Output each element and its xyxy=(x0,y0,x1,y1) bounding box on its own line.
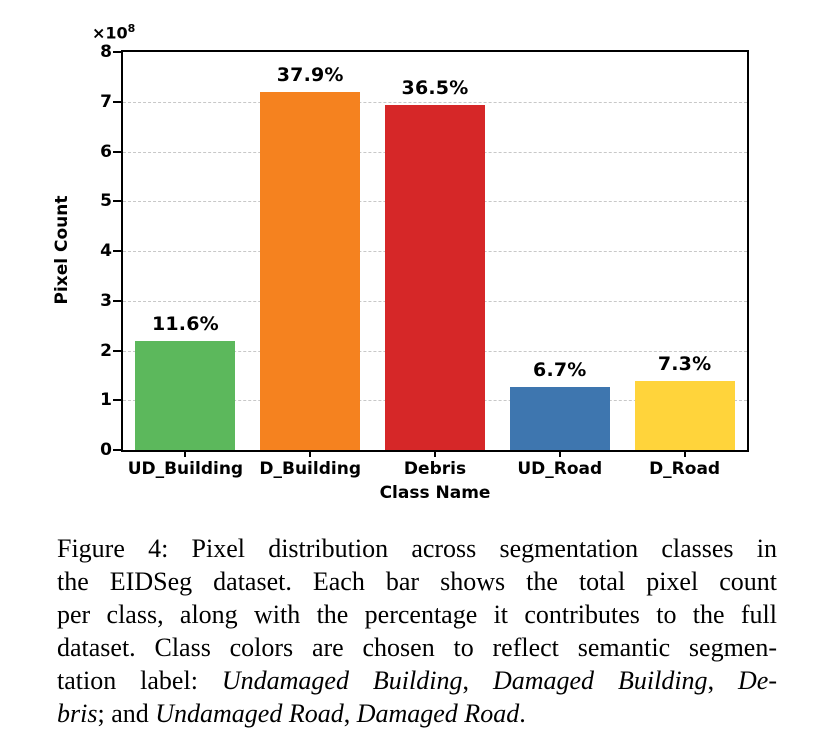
offset-base: ×10 xyxy=(92,23,128,43)
bar-value-label: 7.3% xyxy=(657,353,712,376)
bar-Debris xyxy=(385,105,485,450)
x-axis-tick-labels: UD_Building D_Building Debris UD_Road D_Road xyxy=(123,459,747,483)
x-tick-mark xyxy=(309,450,312,457)
caption-run: , xyxy=(462,666,493,695)
caption-run: per class, along with the percentage it … xyxy=(57,600,777,629)
caption-run: dataset. Class colors are chosen to refl… xyxy=(57,633,777,662)
x-tick-label: D_Building xyxy=(259,459,361,479)
caption-run: , xyxy=(343,699,357,728)
y-tick-mark xyxy=(113,51,121,53)
y-tick-mark xyxy=(113,150,121,153)
bar-D_Building xyxy=(260,91,361,450)
y-tick-label: 4 xyxy=(100,241,112,261)
y-tick-label: 1 xyxy=(100,390,112,411)
bar-UD_Road xyxy=(509,386,610,450)
caption-run: tation label: xyxy=(57,666,222,695)
y-tick-label: 2 xyxy=(100,340,112,361)
caption-italic-run: Damaged Road xyxy=(356,699,520,728)
caption-run: , xyxy=(707,666,739,695)
bar-UD_Building xyxy=(135,340,236,450)
x-tick-label: Debris xyxy=(403,459,467,479)
caption-italic-run: bris xyxy=(57,699,98,728)
bar-value-label: 37.9% xyxy=(276,63,344,86)
y-tick-mark xyxy=(113,250,121,252)
y-tick-mark xyxy=(113,449,121,451)
caption-line: Figure 4: Pixel distribution across segm… xyxy=(57,532,777,565)
x-tick-mark xyxy=(558,450,561,457)
y-tick-mark xyxy=(113,349,121,352)
caption-italic-run: Undamaged Road xyxy=(155,699,344,728)
caption-run: the EIDSeg dataset. Each bar shows the t… xyxy=(57,567,777,596)
y-tick-label: 7 xyxy=(100,91,112,112)
gridline xyxy=(123,101,747,103)
caption-line: bris; and Undamaged Road, Damaged Road. xyxy=(57,697,777,730)
figure-caption: Figure 4: Pixel distribution across segm… xyxy=(57,532,777,730)
x-tick-mark xyxy=(184,450,187,457)
x-tick-mark xyxy=(434,450,436,457)
x-axis-label: Class Name xyxy=(379,483,491,503)
y-axis-offset-text: ×108 xyxy=(92,22,135,42)
x-tick-label: UD_Building xyxy=(127,459,244,479)
y-tick-mark xyxy=(113,399,121,402)
bar-value-label: 11.6% xyxy=(151,312,219,335)
caption-line: dataset. Class colors are chosen to refl… xyxy=(57,631,777,664)
y-tick-label: 8 xyxy=(100,42,112,62)
x-tick-label: UD_Road xyxy=(517,459,603,479)
caption-run: ; and xyxy=(97,699,156,728)
plot-area: 11.6% 37.9% 36.5% 6.7% 7.3% xyxy=(121,50,749,452)
x-tick-mark xyxy=(683,450,686,457)
y-tick-label: 0 xyxy=(100,440,112,460)
bar-value-label: 36.5% xyxy=(401,77,469,100)
caption-italic-run: Damaged Building xyxy=(492,666,708,695)
y-tick-mark xyxy=(113,100,121,103)
y-tick-mark xyxy=(113,299,121,302)
bars-layer: 11.6% 37.9% 36.5% 6.7% 7.3% xyxy=(123,52,747,450)
caption-italic-run: Undamaged Building xyxy=(221,666,463,695)
x-tick-label: D_Road xyxy=(649,459,721,479)
caption-run: . xyxy=(519,699,526,728)
caption-line: per class, along with the percentage it … xyxy=(57,598,777,631)
caption-italic-run: De- xyxy=(738,666,778,695)
y-tick-label: 6 xyxy=(100,141,112,162)
y-tick-label: 5 xyxy=(100,191,112,212)
y-tick-label: 3 xyxy=(100,290,112,311)
bar-value-label: 6.7% xyxy=(533,358,587,381)
y-tick-mark xyxy=(113,200,121,203)
bar-D_Road xyxy=(634,381,735,450)
caption-run: Figure 4: Pixel distribution across segm… xyxy=(57,534,777,563)
offset-exponent: 8 xyxy=(127,22,136,35)
caption-line: tation label: Undamaged Building, Damage… xyxy=(57,664,777,697)
caption-line: the EIDSeg dataset. Each bar shows the t… xyxy=(57,565,777,598)
y-axis-tick-labels: 0 1 2 3 4 5 6 7 8 xyxy=(0,42,112,460)
